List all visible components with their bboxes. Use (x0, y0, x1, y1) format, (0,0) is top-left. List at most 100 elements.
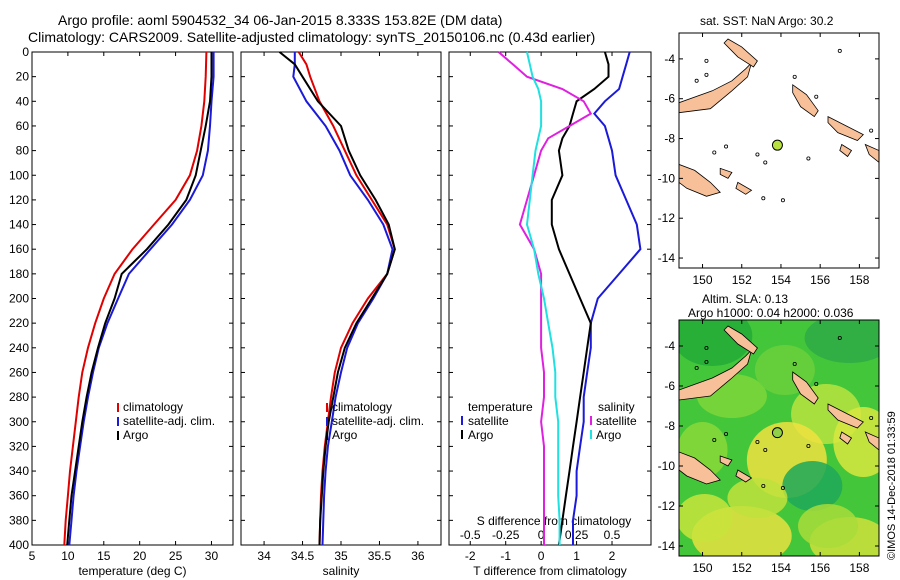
legend-label: climatology (332, 400, 392, 414)
land-mass (792, 84, 819, 118)
islet (763, 160, 768, 165)
map-bottom-subtitle: Argo h1000: 0.04 h2000: 0.036 (688, 306, 854, 320)
map-y-tick-label: -8 (664, 132, 675, 146)
x-tick-label: -2 (465, 549, 476, 563)
legend-label: climatology (123, 400, 183, 414)
legend-label: Argo (596, 428, 622, 442)
watermark: ©IMOS 14-Dec-2018 01:33:59 (886, 411, 898, 560)
land-mass (827, 403, 864, 429)
map-x-tick-label: 152 (732, 273, 752, 287)
y-tick-label: 80 (16, 144, 30, 158)
argo-marker (771, 427, 783, 439)
land-mass (679, 349, 752, 401)
series-line (68, 52, 215, 546)
x-tick-label: 15 (97, 549, 111, 563)
map-x-tick-label: 156 (810, 561, 830, 575)
y-tick-label: 40 (16, 94, 30, 108)
land-mass (735, 469, 753, 483)
land-mass (719, 455, 733, 467)
islet (755, 439, 760, 444)
map-y-tick-label: -10 (658, 459, 676, 473)
islet (792, 361, 797, 366)
plot-frame (448, 51, 652, 546)
temperature-panel: 0 20 40 60 80 100 120 140 160 180 200 220 240 260 280 3… (9, 45, 234, 578)
map-y-tick-label: -10 (658, 171, 676, 185)
x-tick-label: 20 (133, 549, 147, 563)
sst-map: 150 152 154 156 158 -4 -6 -8 -10 -12 -14 (658, 32, 880, 287)
map-x-tick-label: 158 (849, 273, 869, 287)
x-tick-label: 35 (334, 549, 348, 563)
map-y-tick-label: -4 (664, 339, 675, 353)
y-tick-label: 180 (9, 267, 29, 281)
legend-label: satellite-adj. clim. (123, 414, 215, 428)
land-mass (792, 371, 819, 405)
x-tick-label: 35.5 (368, 549, 392, 563)
y-tick-label: 100 (9, 168, 29, 182)
sla-patch (798, 504, 859, 548)
islet (761, 483, 766, 488)
islet (704, 58, 709, 63)
land-mass (679, 451, 721, 485)
map-frame (678, 319, 880, 557)
x2-tick-label: 0.5 (604, 528, 621, 542)
map-x-tick-label: 150 (693, 273, 713, 287)
islet (724, 431, 729, 436)
map-y-tick-label: -4 (664, 52, 675, 66)
land-mass (723, 38, 758, 68)
legend-label: satellite (596, 414, 637, 428)
x-tick-label: 10 (61, 549, 75, 563)
land-mass (735, 181, 753, 195)
islet (869, 128, 874, 133)
map-y-tick-label: -14 (658, 251, 676, 265)
x-tick-label: 1 (573, 549, 580, 563)
x-tick-label: 0 (538, 549, 545, 563)
legend-label: satellite (468, 414, 509, 428)
islet (694, 365, 699, 370)
y-tick-label: 0 (22, 45, 29, 59)
x-tick-label: 34 (257, 549, 271, 563)
y-tick-label: 360 (9, 489, 29, 503)
map-content (679, 320, 879, 556)
map-bottom-title: Altim. SLA: 0.13 (702, 292, 789, 306)
map-content (679, 33, 879, 268)
islet (806, 156, 811, 161)
land-mass (839, 431, 853, 445)
islet (694, 78, 699, 83)
y-tick-label: 320 (9, 439, 29, 453)
y-tick-label: 400 (9, 538, 29, 552)
islet (704, 345, 709, 350)
y-tick-label: 220 (9, 316, 29, 330)
title-line-1: Argo profile: aoml 5904532_34 06-Jan-201… (58, 12, 503, 28)
map-x-tick-label: 152 (732, 561, 752, 575)
series-line (66, 52, 213, 546)
map-x-tick-label: 154 (771, 561, 791, 575)
map-y-tick-label: -12 (658, 211, 676, 225)
land-mass (839, 143, 853, 158)
map-frame (678, 32, 880, 269)
x-tick-label: 25 (169, 549, 183, 563)
map-y-tick-label: -6 (664, 379, 675, 393)
y-tick-label: 60 (16, 119, 30, 133)
islet (792, 74, 797, 79)
legend-title: temperature (468, 400, 533, 414)
map-x-tick-label: 150 (693, 561, 713, 575)
islet (837, 48, 842, 53)
islet (761, 196, 766, 201)
difference-panel: -2 -1 0 1 2T difference from climatology -0.5… (448, 51, 652, 578)
legend-label: Argo (332, 428, 358, 442)
land-mass (679, 62, 752, 114)
map-y-tick-label: -8 (664, 419, 675, 433)
sla-map: 150 152 154 156 158 -4 -6 -8 -10 -12 -14 (658, 319, 880, 575)
y-tick-label: 300 (9, 415, 29, 429)
islet (806, 443, 811, 448)
series-line (278, 51, 396, 546)
x2-tick-label: 0 (538, 528, 545, 542)
islet (780, 485, 785, 490)
y-tick-label: 240 (9, 341, 29, 355)
map-y-tick-label: -12 (658, 499, 676, 513)
x-tick-label: -1 (500, 549, 511, 563)
x2-tick-label: -0.5 (460, 528, 481, 542)
land-mass (719, 167, 733, 179)
land-mass (827, 115, 864, 141)
